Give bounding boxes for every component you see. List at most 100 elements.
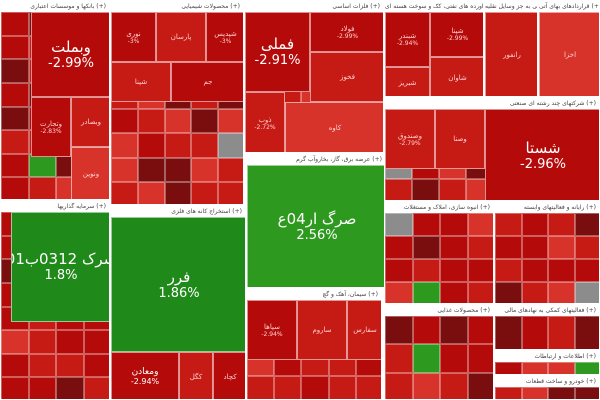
stock-symbol: رانفور — [503, 51, 521, 59]
filler-cell — [1, 377, 29, 399]
stock-symbol: وصندوق — [398, 131, 422, 140]
stock-symbol: ونوین — [82, 170, 100, 178]
stock-symbol: فولاد — [340, 24, 355, 33]
stock-tile[interactable]: سفارس — [347, 300, 381, 360]
stock-tile[interactable]: کگل — [179, 352, 213, 399]
sector-header[interactable]: رایانه و فعالیتهای وابسته (+) — [495, 202, 599, 213]
stock-tile[interactable]: سپاها -2.94% — [247, 300, 297, 360]
sector-header[interactable]: بانکها و موسسات اعتباری (+) — [1, 1, 109, 12]
filler-cell — [1, 353, 29, 378]
stock-symbol: وبصادر — [80, 118, 102, 126]
filler-cell — [495, 316, 522, 349]
stock-tile[interactable]: صرگ ار04ع 2.56% — [247, 165, 385, 287]
filler-cell — [164, 181, 192, 204]
stock-change: -2.99% — [336, 32, 359, 40]
filler-cell — [385, 282, 413, 303]
stock-change: -2.91% — [254, 53, 301, 68]
stock-change: 1.8% — [44, 268, 78, 283]
filler-cell — [218, 133, 243, 158]
filler-cell — [521, 282, 548, 303]
sector-header[interactable]: سرمایه گذاریها (+) — [1, 201, 109, 212]
sector-header[interactable]: استخراج کانه های فلزی (+) — [111, 206, 245, 217]
filler-cell — [111, 181, 138, 204]
filler-cell — [301, 375, 329, 399]
stock-tile[interactable]: ومعادن -2.94% — [111, 352, 179, 399]
sector-header[interactable]: محصولات شیمیایی (+) — [111, 1, 243, 12]
stock-tile[interactable]: شپنا -2.99% — [430, 12, 483, 57]
stock-change: -3% — [127, 37, 140, 45]
filler-cell — [83, 377, 109, 399]
stock-tile[interactable]: اخزا — [539, 12, 599, 96]
stock-tile[interactable]: کچاد — [213, 352, 245, 399]
stock-tile[interactable]: جم — [171, 62, 243, 102]
filler-cell — [440, 372, 468, 399]
stock-tile[interactable]: کاوه — [285, 102, 383, 152]
sector-header[interactable]: فعالیتهای کمکی به نهادهای مالی (+) — [495, 305, 599, 316]
filler-cell — [412, 316, 440, 345]
filler-cell — [495, 213, 522, 236]
filler-cell — [191, 157, 219, 182]
sector-header[interactable]: قراردادهای بهای آتی (+) — [539, 1, 599, 12]
stock-tile[interactable]: شبندر -2.94% — [385, 12, 430, 67]
sector: محصولات شیمیایی (+) شپدیس -3% نوری -3% پارسان… — [110, 0, 244, 205]
stock-symbol: شبریز — [398, 78, 417, 87]
stock-tile[interactable]: ذوب -2.72% — [245, 92, 285, 152]
filler-cell — [440, 236, 468, 259]
stock-tile[interactable]: وصنا — [435, 109, 485, 169]
stock-symbol: فرر — [167, 267, 191, 286]
stock-tile[interactable]: وبملت -2.99% — [31, 12, 109, 97]
filler-cell — [28, 177, 56, 199]
stock-tile[interactable]: شستا -2.96% — [485, 109, 599, 200]
filler-cell — [521, 259, 548, 282]
stock-tile[interactable]: نوری -3% — [111, 12, 156, 62]
sector-header[interactable]: شرکتهای چند رشته ای صنعتی (+) — [385, 98, 599, 109]
filler-cell — [548, 316, 575, 349]
stock-tile[interactable]: سرک 0312ب011.8% — [11, 212, 109, 322]
stock-tile[interactable]: شبریز — [385, 67, 430, 96]
stock-tile[interactable]: وبصادر — [71, 97, 109, 147]
stock-tile[interactable]: فرر 1.86% — [111, 217, 245, 352]
filler-cell — [1, 82, 29, 107]
sector-header[interactable]: فلزات اساسی (+) — [245, 1, 383, 12]
sector-header[interactable]: عرضه برق، گاز، بخاروآب گرم (+) — [247, 154, 385, 165]
stock-tile[interactable]: شپدیس -3% — [206, 12, 243, 62]
sector-header[interactable]: انبوه سازی، املاک و مستغلات (+) — [385, 202, 493, 213]
filler-cell — [28, 353, 56, 378]
filler-cell — [1, 35, 29, 60]
sector-header[interactable]: سیمان، آهک و گچ (+) — [247, 289, 381, 300]
stock-change: -2.99% — [446, 35, 469, 42]
sector-header[interactable]: خرده فروشی به جز وسایل نقلیه (+) — [485, 1, 537, 12]
filler-cell — [385, 316, 413, 345]
sector: اطلاعات و ارتباطات (+) — [494, 350, 600, 375]
filler-cell — [191, 109, 219, 134]
filler-cell — [164, 133, 192, 158]
stock-symbol: شپنا — [451, 27, 464, 35]
filler-cell — [412, 178, 439, 200]
stock-symbol: سرک 0312ب01 — [12, 250, 109, 268]
sector: فعالیتهای کمکی به نهادهای مالی (+) — [494, 304, 600, 350]
stock-tile[interactable]: فملی -2.91% — [245, 12, 310, 92]
stock-tile[interactable]: فولاد -2.99% — [310, 12, 383, 52]
sector-header[interactable]: خودرو و ساخت قطعات (+) — [495, 376, 599, 387]
stock-tile[interactable]: فخوز — [310, 52, 383, 102]
stock-tile[interactable]: وصندوق -2.79% — [385, 109, 435, 169]
stock-symbol: صرگ ار04ع — [277, 210, 357, 228]
filler-cell — [412, 344, 440, 373]
stock-tile[interactable]: وتجارت -2.83% — [31, 97, 71, 157]
stock-tile[interactable]: ساروم — [297, 300, 347, 360]
sector-header[interactable]: محصولات غذایی (+) — [385, 305, 493, 316]
filler-cell — [548, 259, 575, 282]
filler-cell — [1, 330, 29, 354]
sector-header[interactable]: اطلاعات و ارتباطات (+) — [495, 351, 599, 362]
sector-header[interactable]: فراورده های نفتی، کک و سوخت هسته ای (+) — [385, 1, 483, 12]
stock-tile[interactable]: رانفور — [485, 12, 537, 96]
sector: محصولات غذایی (+) — [384, 304, 494, 400]
stock-tile[interactable]: ونوین — [71, 147, 109, 199]
stock-tile[interactable]: شپنا — [111, 62, 171, 102]
filler-cell — [1, 12, 29, 36]
stock-tile[interactable]: شاوان — [430, 57, 483, 96]
sector: عرضه برق، گاز، بخاروآب گرم (+) صرگ ار04ع 2… — [246, 153, 386, 288]
filler-cell — [1, 177, 29, 199]
stock-change: -2.83% — [40, 127, 62, 135]
stock-tile[interactable]: پارسان — [156, 12, 206, 62]
